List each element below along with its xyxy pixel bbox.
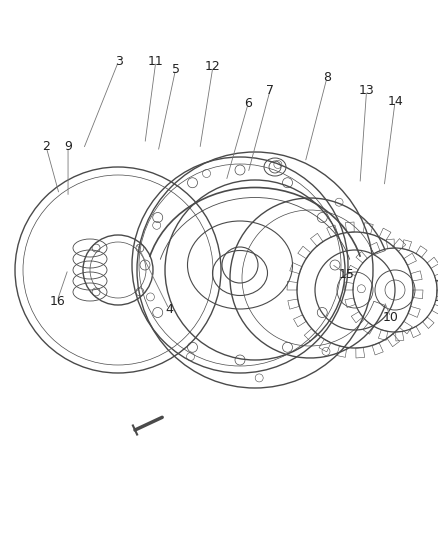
Text: 15: 15 <box>338 268 354 281</box>
Text: 2: 2 <box>42 140 50 153</box>
Text: 7: 7 <box>265 84 273 97</box>
Text: 6: 6 <box>244 98 251 110</box>
Text: 9: 9 <box>64 140 72 153</box>
Text: 8: 8 <box>322 71 330 84</box>
Text: 11: 11 <box>148 55 163 68</box>
Text: 13: 13 <box>358 84 374 97</box>
Text: 10: 10 <box>382 311 398 324</box>
Text: 3: 3 <box>114 55 122 68</box>
Text: 14: 14 <box>386 95 402 108</box>
Text: 5: 5 <box>171 63 179 76</box>
Text: 12: 12 <box>205 60 220 73</box>
Text: 4: 4 <box>165 303 173 316</box>
Text: 16: 16 <box>49 295 65 308</box>
